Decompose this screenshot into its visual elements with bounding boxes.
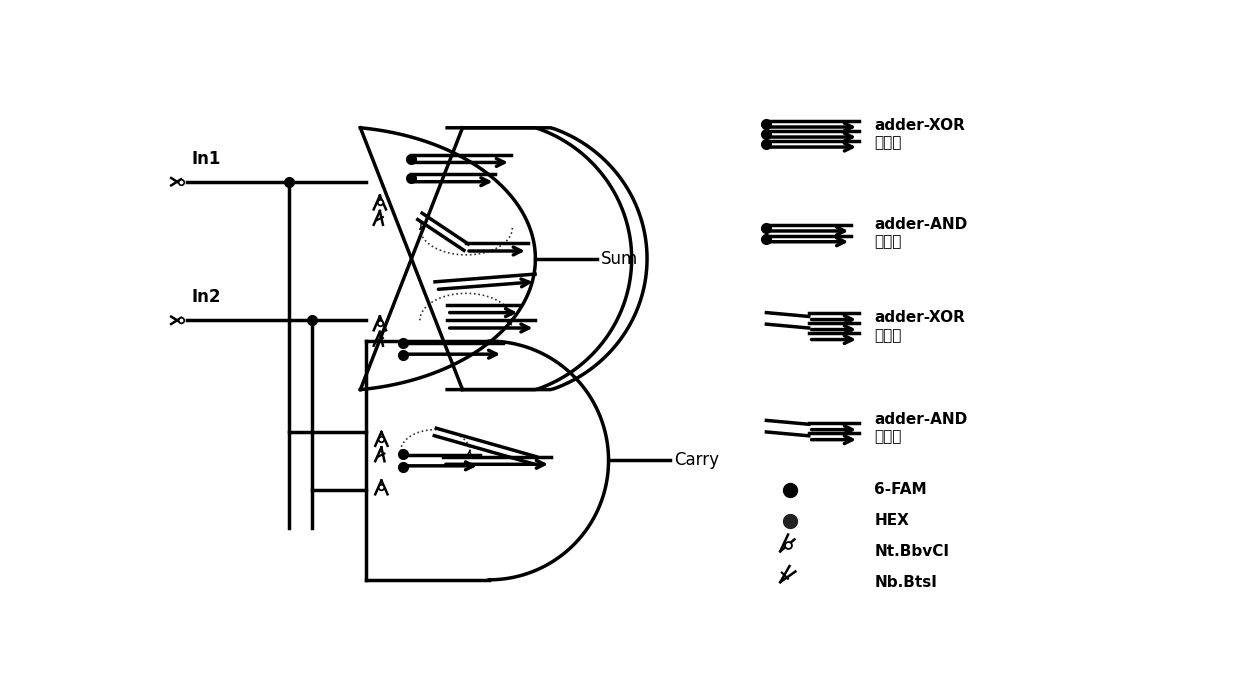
Text: 6-FAM: 6-FAM [874,482,926,497]
Text: adder-AND
抑制端: adder-AND 抑制端 [874,217,967,250]
Text: adder-XOR
触发端: adder-XOR 触发端 [874,310,965,343]
Text: In2: In2 [191,288,221,307]
Text: In1: In1 [191,150,221,168]
Text: adder-XOR
抑制端: adder-XOR 抑制端 [874,118,965,150]
Text: HEX: HEX [874,513,909,528]
Text: Carry: Carry [675,452,719,469]
Text: Sum: Sum [601,250,639,268]
Text: Nb.BtsI: Nb.BtsI [874,575,937,590]
Text: Nt.BbvCI: Nt.BbvCI [874,544,949,559]
Text: adder-AND
触发端: adder-AND 触发端 [874,412,967,444]
